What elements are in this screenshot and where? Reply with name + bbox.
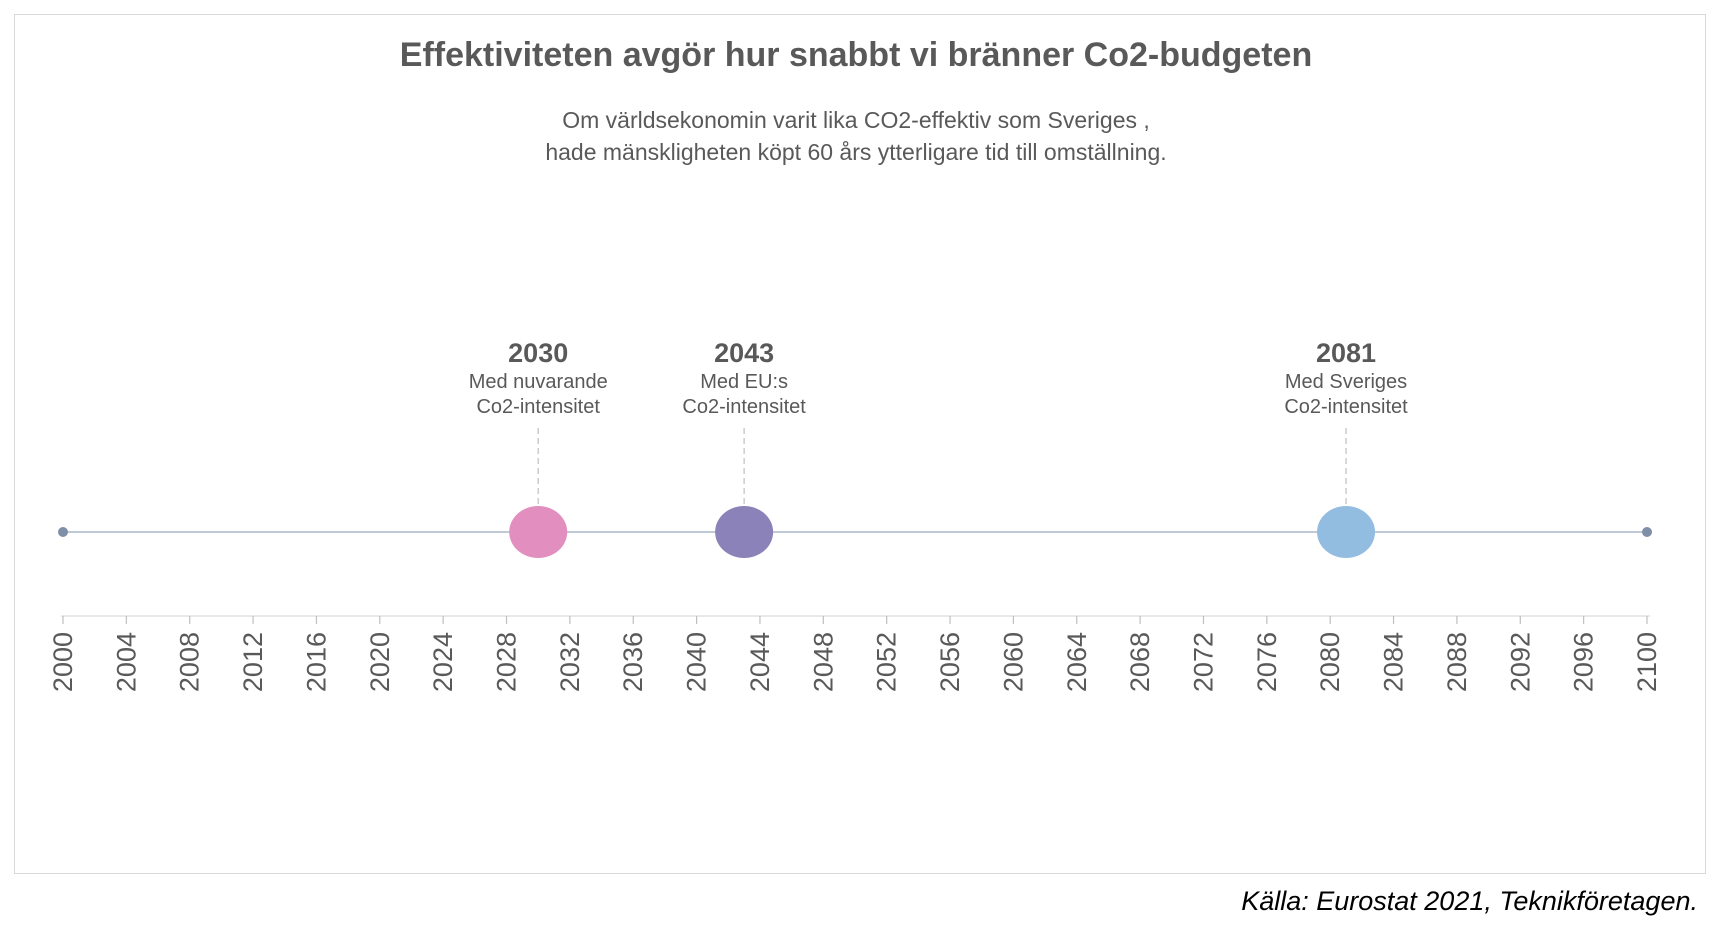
x-tick-label: 2016 <box>301 632 331 692</box>
chart-subtitle: Om världsekonomin varit lika CO2-effekti… <box>0 104 1712 168</box>
point-description: Med nuvarande <box>469 371 608 393</box>
x-tick-label: 2048 <box>808 632 838 692</box>
x-tick-label: 2028 <box>492 632 522 692</box>
x-tick-label: 2064 <box>1062 632 1092 692</box>
source-note: Källa: Eurostat 2021, Teknikföretagen. <box>1241 886 1698 916</box>
x-tick-label: 2020 <box>365 632 395 692</box>
x-tick-label: 2068 <box>1125 632 1155 692</box>
x-tick-label: 2052 <box>872 632 902 692</box>
point-description: Med EU:s <box>700 371 788 393</box>
x-tick-label: 2060 <box>998 632 1028 692</box>
data-point <box>715 506 774 558</box>
x-tick-label: 2080 <box>1315 632 1345 692</box>
x-tick-label: 2012 <box>238 632 268 692</box>
subtitle-line-1: Om världsekonomin varit lika CO2-effekti… <box>562 107 1150 133</box>
data-point <box>509 506 568 558</box>
chart-title: Effektiviteten avgör hur snabbt vi bränn… <box>399 36 1313 74</box>
x-tick-label: 2008 <box>175 632 205 692</box>
timeline-end-dot <box>1642 527 1652 537</box>
x-tick-label: 2004 <box>111 632 141 692</box>
point-description: Co2-intensitet <box>682 396 806 418</box>
point-description: Med Sveriges <box>1285 371 1407 393</box>
point-year-label: 2030 <box>508 338 568 368</box>
timeline-start-dot <box>58 527 68 537</box>
x-tick-label: 2076 <box>1252 632 1282 692</box>
x-tick-label: 2032 <box>555 632 585 692</box>
point-description: Co2-intensitet <box>1284 396 1408 418</box>
x-tick-label: 2100 <box>1632 632 1662 692</box>
point-year-label: 2081 <box>1316 338 1376 368</box>
x-tick-label: 2072 <box>1188 632 1218 692</box>
x-tick-label: 2040 <box>682 632 712 692</box>
x-tick-label: 2084 <box>1379 632 1409 692</box>
chart-frame <box>14 14 1706 874</box>
x-tick-label: 2088 <box>1442 632 1472 692</box>
x-tick-label: 2092 <box>1505 632 1535 692</box>
x-tick-label: 2096 <box>1569 632 1599 692</box>
subtitle-line-2: hade mänskligheten köpt 60 års ytterliga… <box>545 139 1167 165</box>
data-point <box>1317 506 1376 558</box>
x-tick-label: 2024 <box>428 632 458 692</box>
x-tick-label: 2056 <box>935 632 965 692</box>
point-description: Co2-intensitet <box>476 396 600 418</box>
x-tick-label: 2036 <box>618 632 648 692</box>
x-tick-label: 2000 <box>48 632 78 692</box>
point-year-label: 2043 <box>714 338 774 368</box>
x-tick-label: 2044 <box>745 632 775 692</box>
